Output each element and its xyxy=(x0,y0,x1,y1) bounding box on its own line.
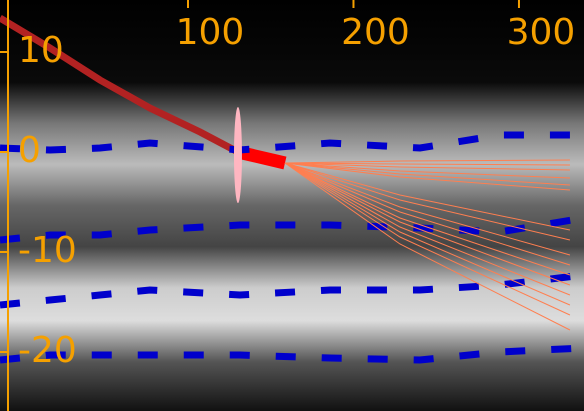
line xyxy=(284,162,571,296)
y-tick-label: 0 xyxy=(18,130,41,171)
y-tick-label: -10 xyxy=(18,230,77,271)
line xyxy=(236,145,287,170)
x-tick-label: 200 xyxy=(341,12,410,53)
x-tick-label: 300 xyxy=(507,12,576,53)
dashed-line xyxy=(0,214,584,244)
line xyxy=(284,162,570,171)
line xyxy=(284,162,571,286)
line xyxy=(284,162,571,331)
dashed-line xyxy=(0,271,584,309)
line xyxy=(0,14,240,156)
line xyxy=(284,162,571,306)
line xyxy=(284,162,570,191)
y-tick-label: 10 xyxy=(18,30,64,71)
line xyxy=(284,162,571,316)
y-tick-label: -20 xyxy=(18,330,77,371)
line xyxy=(284,162,570,179)
uncertainty-ellipse xyxy=(233,107,242,203)
line xyxy=(284,162,571,276)
line xyxy=(284,162,571,231)
line xyxy=(284,162,570,186)
line xyxy=(284,159,570,164)
line xyxy=(284,162,571,256)
line xyxy=(284,162,571,241)
line xyxy=(284,162,571,266)
line xyxy=(284,162,570,166)
dashed-line xyxy=(0,344,584,364)
x-tick-label: 100 xyxy=(176,12,245,53)
